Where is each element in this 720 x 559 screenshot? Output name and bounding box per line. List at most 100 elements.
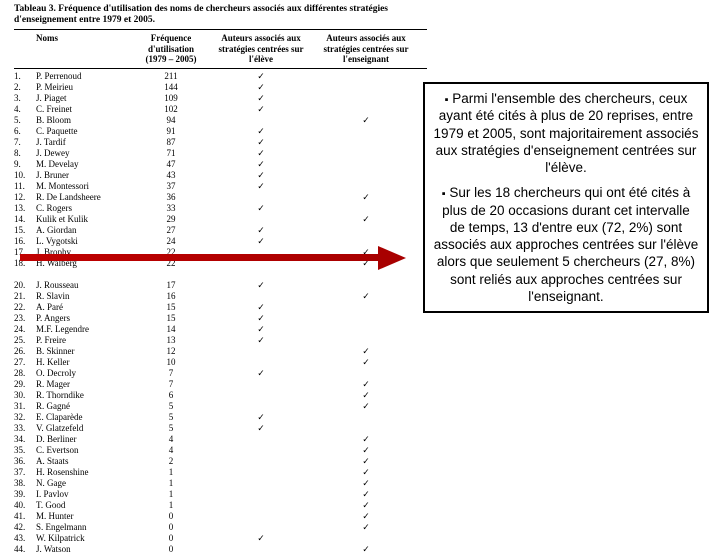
row-num: 35.	[14, 445, 36, 456]
table-row: 33.V. Glatzefeld5✓	[14, 423, 427, 434]
table-row: 3.J. Piaget109✓	[14, 93, 427, 104]
row-tick-student: ✓	[211, 236, 311, 247]
table-row: 16.L. Vygotski24✓	[14, 236, 427, 247]
row-freq: 7	[131, 379, 211, 390]
row-tick-teacher: ✓	[311, 291, 421, 302]
table-row: 28.O. Decroly7✓	[14, 368, 427, 379]
row-freq: 15	[131, 302, 211, 313]
table-row: 13.C. Rogers33✓	[14, 203, 427, 214]
row-tick-teacher: ✓	[311, 357, 421, 368]
table-row: 8.J. Dewey71✓	[14, 148, 427, 159]
table-row: 37.H. Rosenshine1✓	[14, 467, 427, 478]
row-freq: 36	[131, 192, 211, 203]
row-num: 32.	[14, 412, 36, 423]
row-freq: 22	[131, 247, 211, 258]
row-tick-teacher: ✓	[311, 379, 421, 390]
row-tick-teacher: ✓	[311, 434, 421, 445]
row-name: N. Gage	[36, 478, 131, 489]
tableau-3: Tableau 3. Fréquence d'utilisation des n…	[0, 0, 435, 559]
row-name: H. Walberg	[36, 258, 131, 269]
table-row: 42.S. Engelmann0✓	[14, 522, 427, 533]
row-freq: 10	[131, 357, 211, 368]
row-freq: 5	[131, 412, 211, 423]
table-row: 31.R. Gagné5✓	[14, 401, 427, 412]
table-row: 35.C. Evertson4✓	[14, 445, 427, 456]
row-num: 1.	[14, 71, 36, 82]
row-freq: 211	[131, 71, 211, 82]
row-freq: 43	[131, 170, 211, 181]
table-row: 18.H. Walberg22✓	[14, 258, 427, 269]
row-name: P. Angers	[36, 313, 131, 324]
row-num: 29.	[14, 379, 36, 390]
table-header-row: Noms Fréquence d'utilisation (1979 – 200…	[14, 30, 427, 69]
row-tick-student: ✓	[211, 335, 311, 346]
row-num: 38.	[14, 478, 36, 489]
table-title: Tableau 3. Fréquence d'utilisation des n…	[14, 4, 427, 30]
row-freq: 1	[131, 478, 211, 489]
row-tick-student: ✓	[211, 148, 311, 159]
row-freq: 2	[131, 456, 211, 467]
row-tick-student: ✓	[211, 280, 311, 291]
row-freq: 17	[131, 280, 211, 291]
row-num: 5.	[14, 115, 36, 126]
table-row: 27.H. Keller10 ✓	[14, 357, 427, 368]
row-freq: 24	[131, 236, 211, 247]
table-row: 24.M.F. Legendre14✓	[14, 324, 427, 335]
row-freq: 5	[131, 401, 211, 412]
row-freq: 5	[131, 423, 211, 434]
row-tick-student: ✓	[211, 368, 311, 379]
row-name: D. Berliner	[36, 434, 131, 445]
table-row: 36.A. Staats2✓	[14, 456, 427, 467]
row-name: I. Pavlov	[36, 489, 131, 500]
row-tick-student: ✓	[211, 126, 311, 137]
row-freq: 144	[131, 82, 211, 93]
row-tick-student: ✓	[211, 203, 311, 214]
table-row: 26.B. Skinner12✓	[14, 346, 427, 357]
row-freq: 1	[131, 489, 211, 500]
row-name: B. Bloom	[36, 115, 131, 126]
row-name: L. Vygotski	[36, 236, 131, 247]
row-num: 7.	[14, 137, 36, 148]
row-name: H. Keller	[36, 357, 131, 368]
row-name: R. Mager	[36, 379, 131, 390]
row-tick-teacher: ✓	[311, 511, 421, 522]
row-tick-teacher: ✓	[311, 115, 421, 126]
row-freq: 1	[131, 467, 211, 478]
table-row: 9.M. Develay47✓	[14, 159, 427, 170]
row-num: 36.	[14, 456, 36, 467]
row-name: C. Paquette	[36, 126, 131, 137]
row-num: 26.	[14, 346, 36, 357]
row-tick-teacher: ✓	[311, 522, 421, 533]
row-freq: 102	[131, 104, 211, 115]
table-row: 2.P. Meirieu144✓	[14, 82, 427, 93]
row-tick-student: ✓	[211, 159, 311, 170]
row-name: R. Gagné	[36, 401, 131, 412]
row-tick-student: ✓	[211, 181, 311, 192]
row-tick-teacher: ✓	[311, 478, 421, 489]
row-name: J. Brophy	[36, 247, 131, 258]
row-name: M. Develay	[36, 159, 131, 170]
row-num: 9.	[14, 159, 36, 170]
row-freq: 4	[131, 445, 211, 456]
row-name: S. Engelmann	[36, 522, 131, 533]
row-num: 42.	[14, 522, 36, 533]
row-num: 27.	[14, 357, 36, 368]
table-row: 39.I. Pavlov1✓	[14, 489, 427, 500]
row-num: 21.	[14, 291, 36, 302]
row-freq: 29	[131, 214, 211, 225]
row-freq: 0	[131, 533, 211, 544]
row-tick-teacher: ✓	[311, 445, 421, 456]
table-row: 10.J. Bruner43✓	[14, 170, 427, 181]
row-freq: 27	[131, 225, 211, 236]
annotation-text-2: Sur les 18 chercheurs qui ont été cités …	[434, 185, 698, 304]
row-name: C. Rogers	[36, 203, 131, 214]
row-num: 17.	[14, 247, 36, 258]
row-num: 20.	[14, 280, 36, 291]
row-name: P. Freire	[36, 335, 131, 346]
table-row: 4.C. Freinet102✓	[14, 104, 427, 115]
row-num: 13.	[14, 203, 36, 214]
row-freq: 33	[131, 203, 211, 214]
row-name: Kulik et Kulik	[36, 214, 131, 225]
row-num: 40.	[14, 500, 36, 511]
row-freq: 13	[131, 335, 211, 346]
